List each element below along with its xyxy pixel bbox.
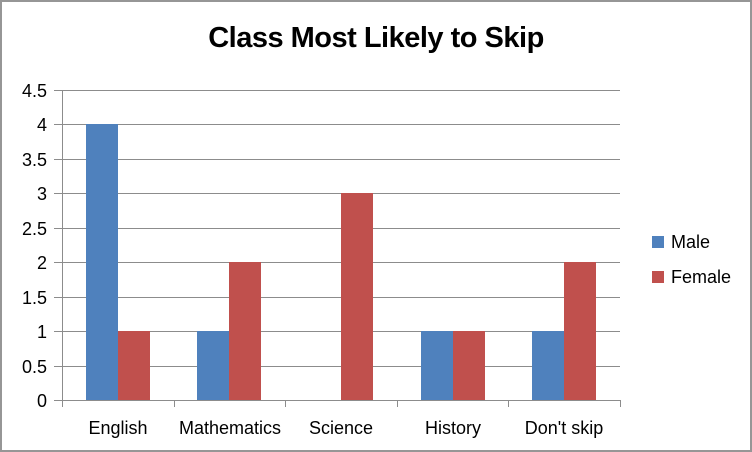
y-axis-tick	[54, 297, 62, 298]
y-axis-tick-label: 3.5	[21, 150, 47, 170]
gridline	[62, 90, 620, 91]
x-axis-category-label: History	[424, 418, 481, 438]
legend-item-female: Female	[652, 268, 731, 286]
x-axis-category-label: English	[88, 418, 148, 438]
y-axis-tick-label: 2.5	[21, 219, 47, 239]
gridline	[62, 124, 620, 125]
y-axis-tick	[54, 228, 62, 229]
x-axis-category-label: Don't skip	[524, 418, 604, 438]
chart-title: Class Most Likely to Skip	[208, 22, 544, 54]
x-axis-tick	[620, 400, 621, 407]
legend: Male Female	[652, 233, 731, 303]
x-axis-tick	[62, 400, 63, 407]
y-axis-tick-label: 0	[36, 391, 47, 411]
x-axis-line	[62, 400, 621, 401]
legend-swatch-male	[652, 236, 664, 248]
y-axis-tick	[54, 400, 62, 401]
bar-female-3	[453, 331, 485, 400]
y-axis-tick	[54, 193, 62, 194]
y-axis-tick	[54, 90, 62, 91]
x-axis-tick	[508, 400, 509, 407]
legend-item-male: Male	[652, 233, 731, 251]
y-axis-tick-label: 4.5	[21, 81, 47, 101]
bar-male-0	[86, 124, 118, 400]
x-axis-category-label: Science	[308, 418, 374, 438]
y-axis-tick	[54, 331, 62, 332]
bar-male-1	[197, 331, 229, 400]
y-axis-tick	[54, 124, 62, 125]
y-axis-tick-label: 1.5	[21, 288, 47, 308]
x-axis-tick	[285, 400, 286, 407]
y-axis-line	[62, 90, 63, 400]
y-axis-tick-label: 3	[36, 184, 47, 204]
y-axis-tick	[54, 366, 62, 367]
x-axis-tick	[397, 400, 398, 407]
x-axis-category-label: Mathematics	[178, 418, 282, 438]
y-axis-tick-label: 2	[36, 253, 47, 273]
x-axis-tick	[174, 400, 175, 407]
y-axis-tick-label: 1	[36, 322, 47, 342]
bar-male-3	[421, 331, 453, 400]
legend-swatch-female	[652, 271, 664, 283]
y-axis-tick	[54, 262, 62, 263]
legend-label-female: Female	[671, 267, 732, 287]
legend-label-male: Male	[671, 232, 711, 252]
y-axis-tick	[54, 159, 62, 160]
y-axis-tick-label: 4	[36, 115, 47, 135]
y-axis-tick-label: 0.5	[21, 357, 47, 377]
bar-female-4	[564, 262, 596, 400]
gridline	[62, 159, 620, 160]
bar-female-0	[118, 331, 150, 400]
bar-female-2	[341, 193, 373, 400]
bar-female-1	[229, 262, 261, 400]
bar-male-4	[532, 331, 564, 400]
